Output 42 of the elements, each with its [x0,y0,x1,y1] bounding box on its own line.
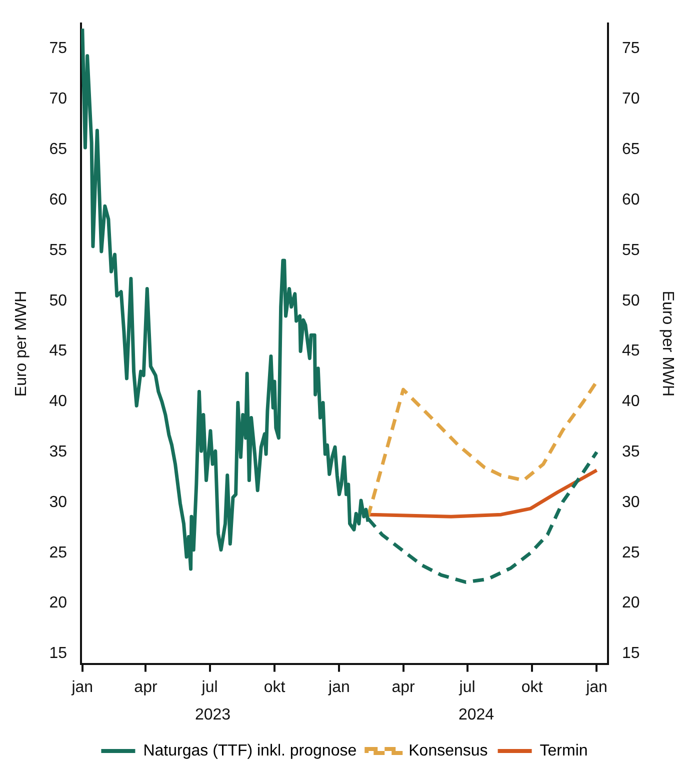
y2-tick-label: 70 [622,90,640,108]
y-axis-title: Euro per MWH [13,290,30,397]
x-tick-label: apr [134,678,158,696]
x-tick-label: jan [328,678,350,696]
y-tick-label: 20 [49,594,68,612]
y-tick-label: 65 [49,141,68,158]
y-tick-label: 40 [49,393,68,410]
y-tick-label: 70 [49,90,68,108]
y-tick-label: 50 [49,292,68,310]
y-tick-label: 35 [49,443,68,460]
x-tick-label: apr [392,678,416,696]
y2-axis-title: Euro per MWH [658,290,676,397]
y2-tick-label: 60 [622,191,640,208]
y2-tick-label: 45 [622,342,640,360]
y-tick-label: 45 [49,342,68,360]
x-tick-label: jan [70,678,94,696]
x-tick-label: okt [264,678,286,696]
text: 2024 [458,706,494,724]
text: 2023 [194,706,231,724]
y2-tick-label: 20 [622,594,640,612]
legend-label: Konsensus [408,742,488,760]
x-tick-label: okt [521,678,544,696]
x-tick-label: jul [200,678,218,696]
y-tick-label: 25 [49,544,68,562]
y2-tick-label: 25 [622,544,640,562]
y2-tick-label: 65 [622,141,640,158]
y-tick-label: 30 [49,494,68,511]
legend-label: Naturgas (TTF) inkl. prognose [143,742,357,760]
y2-tick-label: 40 [622,393,640,410]
legend-label: Termin [540,742,588,760]
y2-tick-label: 15 [622,645,640,662]
y2-tick-label: 30 [622,494,640,511]
y2-tick-label: 55 [622,242,640,259]
y-tick-label: 75 [49,40,68,58]
x-tick-label: jan [585,678,608,696]
y2-tick-label: 35 [622,443,640,460]
y2-tick-label: 50 [622,292,640,310]
y2-tick-label: 75 [622,40,640,58]
y-tick-label: 15 [49,645,68,662]
x-tick-label: jul [458,678,476,696]
y-tick-label: 55 [49,242,68,259]
y-tick-label: 60 [49,191,68,208]
